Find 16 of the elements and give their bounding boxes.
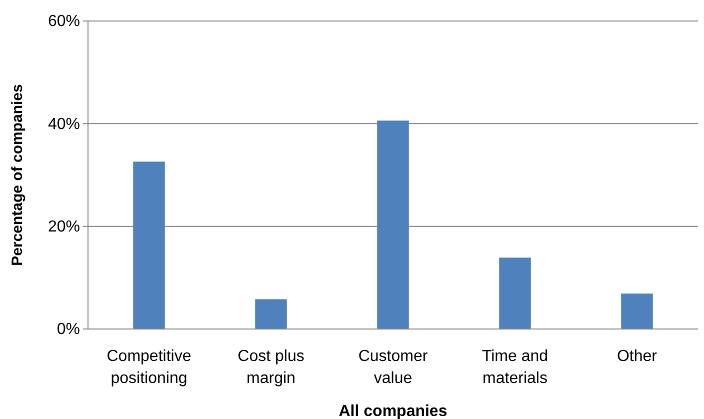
x-tick-label: Other [616, 348, 658, 365]
x-tick-label: Customer value [358, 348, 428, 387]
y-tick-label: 0% [56, 321, 80, 338]
x-tick-label: Cost plus margin [238, 348, 304, 387]
y-tick-label: 40% [48, 116, 80, 133]
x-tick-label: Time and materials [482, 348, 548, 387]
x-axis-title: All companies [338, 403, 448, 419]
bar [377, 120, 409, 329]
bar [255, 299, 287, 329]
bar [499, 258, 531, 329]
y-tick-label: 60% [48, 13, 80, 30]
y-tick-label: 20% [48, 218, 80, 236]
y-axis-title: Percentage of companies [9, 84, 26, 266]
x-tick-label: Competitive positioning [106, 348, 192, 387]
bar [621, 294, 653, 329]
bar [133, 162, 165, 329]
